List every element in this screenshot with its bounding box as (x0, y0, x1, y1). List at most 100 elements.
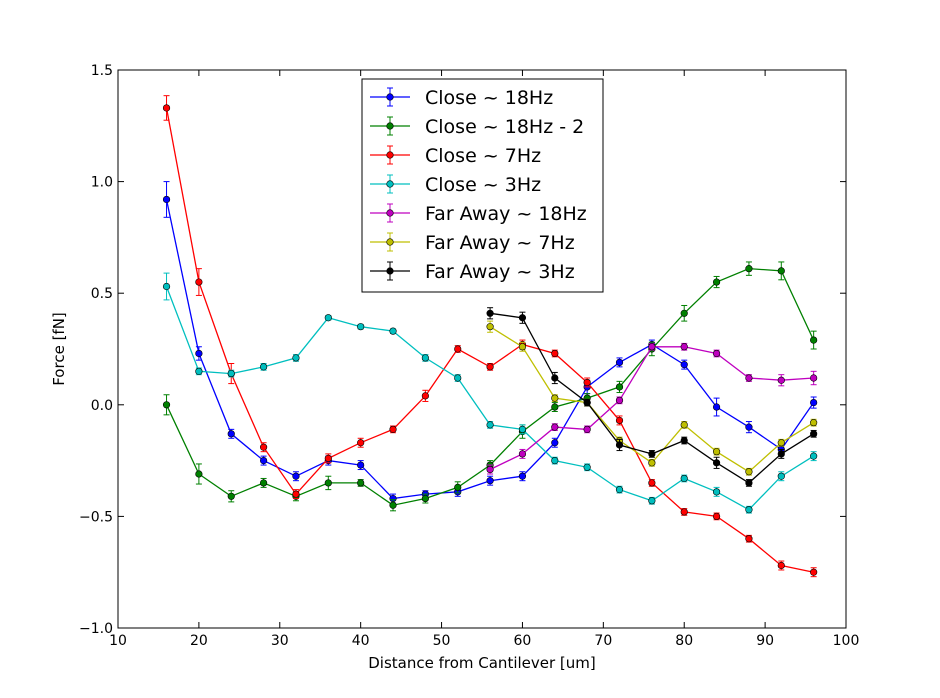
data-point (162, 282, 171, 291)
data-point (712, 448, 721, 456)
y-tick-label: 0.0 (91, 398, 113, 414)
data-point (162, 104, 171, 112)
data-point (292, 472, 300, 480)
data-point (615, 416, 624, 425)
data-point (292, 490, 300, 498)
series-far-away-18hz (486, 342, 818, 475)
axis-ticks: 10 20 30 40 50 60 70 80 90 100 −1.0 −0.5 0.0 0.5 1.0 1.… (79, 63, 859, 649)
data-point (615, 486, 624, 494)
axes-frame (117, 69, 847, 629)
data-point (745, 374, 753, 382)
data-point (680, 309, 688, 317)
data-point (777, 472, 785, 480)
data-point (162, 195, 171, 204)
data-point (583, 398, 591, 407)
series-far-away-3hz (486, 307, 818, 487)
data-point (227, 492, 235, 500)
data-point (551, 349, 559, 358)
plot-area (162, 95, 818, 578)
data-point (260, 479, 268, 487)
data-point (810, 452, 818, 460)
data-point (777, 450, 785, 458)
data-point (615, 396, 624, 404)
data-point (260, 457, 268, 465)
legend-swatch-marker (386, 238, 394, 246)
data-point (583, 463, 591, 471)
data-point (712, 349, 721, 358)
data-point (486, 477, 494, 485)
data-point (810, 374, 818, 382)
data-point (357, 461, 365, 469)
data-point (810, 430, 818, 438)
data-point (777, 376, 785, 384)
data-point (680, 436, 688, 445)
data-point (615, 441, 624, 449)
data-point (324, 454, 332, 462)
data-point (454, 345, 462, 353)
data-point (195, 367, 203, 375)
data-point (680, 361, 688, 369)
y-tick-label: −0.5 (79, 509, 113, 525)
data-point (486, 363, 494, 371)
data-point (260, 443, 268, 451)
data-point (551, 374, 559, 382)
data-point (648, 450, 656, 458)
data-point (712, 512, 721, 521)
data-point (486, 323, 494, 331)
legend: Close ~ 18Hz Close ~ 18Hz - 2 Close ~ 7Hz C… (361, 78, 604, 293)
x-axis-title: Distance from Cantilever [um] (368, 654, 596, 672)
legend-label: Far Away ~ 18Hz (425, 203, 587, 225)
data-point (162, 401, 171, 409)
data-point (486, 465, 494, 474)
series-close-7hz (162, 95, 818, 578)
data-point (454, 374, 462, 382)
x-tick-label: 40 (352, 633, 370, 649)
data-point (421, 354, 429, 362)
legend-swatch-marker (386, 122, 394, 130)
data-point (745, 479, 753, 487)
data-point (810, 336, 818, 344)
data-point (195, 349, 203, 358)
x-tick-label: 70 (594, 633, 612, 649)
data-point (551, 457, 559, 465)
data-point (324, 314, 332, 322)
data-point (551, 394, 559, 402)
legend-item-close-3hz: Close ~ 3Hz (370, 174, 541, 196)
legend-item-close-18hz: Close ~ 18Hz (370, 87, 553, 109)
data-point (648, 459, 656, 467)
y-tick-label: 1.5 (91, 63, 113, 79)
legend-item-far-away-18hz: Far Away ~ 18Hz (370, 203, 587, 225)
data-point (680, 474, 688, 483)
y-tick-label: 1.0 (91, 175, 113, 191)
x-tick-label: 80 (675, 633, 693, 649)
data-point (712, 459, 721, 467)
data-point (777, 561, 785, 570)
data-point (712, 403, 721, 411)
data-point (680, 421, 688, 429)
data-point (357, 323, 365, 331)
data-point (195, 278, 203, 286)
series-group (162, 95, 818, 578)
x-tick-label: 10 (109, 633, 127, 649)
data-point (486, 421, 494, 429)
legend-label: Close ~ 7Hz (425, 145, 541, 167)
legend-item-far-away-3hz: Far Away ~ 3Hz (370, 261, 575, 283)
x-tick-label: 100 (833, 633, 860, 649)
data-point (227, 369, 235, 378)
data-point (389, 327, 397, 335)
data-point (810, 419, 818, 427)
data-point (518, 425, 527, 433)
data-point (518, 450, 527, 458)
x-tick-label: 90 (756, 633, 774, 649)
data-point (421, 392, 429, 400)
data-point (389, 425, 397, 433)
data-point (712, 488, 721, 496)
data-point (615, 358, 624, 366)
data-point (260, 363, 268, 371)
legend-item-close-7hz: Close ~ 7Hz (370, 145, 541, 167)
data-point (648, 479, 656, 487)
legend-label: Far Away ~ 3Hz (425, 261, 575, 283)
data-point (486, 309, 494, 317)
legend-swatch-marker (386, 151, 394, 159)
